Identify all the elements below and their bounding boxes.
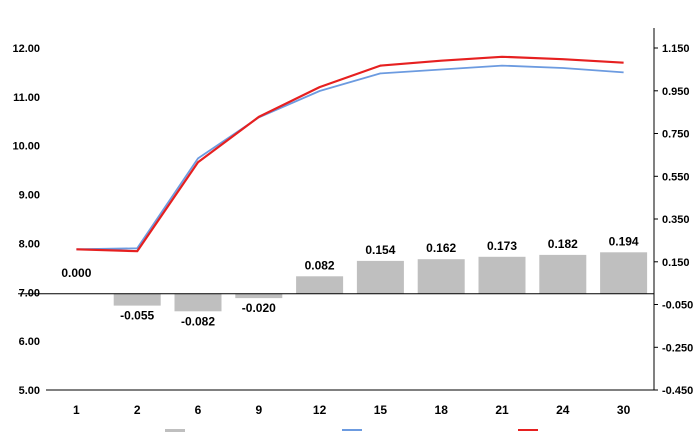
left-tick-label: 12.00	[12, 43, 40, 55]
x-tick-label: 15	[374, 403, 388, 417]
bar-series	[113, 252, 648, 312]
x-tick-label: 9	[255, 403, 262, 417]
legend-swatch-2	[342, 429, 362, 431]
x-tick-label: 2	[134, 403, 141, 417]
left-tick-label: 9.00	[19, 190, 40, 202]
x-tick-label: 12	[313, 403, 327, 417]
right-tick-label: 0.750	[662, 129, 690, 141]
right-tick-label: 0.950	[662, 86, 690, 98]
bar-12	[296, 276, 344, 294]
data-labels: 0.000 -0.055 -0.082 -0.020 0.082 0.154 0.162 0.…	[61, 234, 639, 328]
right-tick-label: -0.050	[662, 300, 693, 312]
x-tick-label: 6	[195, 403, 202, 417]
bar-data-label: 0.173	[487, 239, 517, 253]
bar-data-label: -0.082	[181, 314, 215, 328]
legend-swatch-1	[165, 429, 185, 432]
bar-data-label: -0.020	[242, 301, 276, 315]
bar-15	[356, 260, 404, 294]
line-series-2	[76, 55, 624, 253]
x-tick-label: 18	[435, 403, 449, 417]
right-tick-label: -0.450	[662, 385, 693, 397]
right-tick-label: 0.350	[662, 214, 690, 226]
bar-9	[235, 293, 283, 299]
bar-data-label: 0.162	[426, 241, 456, 255]
legend-swatch-3	[518, 429, 538, 431]
left-tick-label: 6.00	[19, 336, 40, 348]
x-tick-label: 21	[495, 403, 509, 417]
left-tick-label: 11.00	[13, 92, 40, 104]
bar-data-label: 0.182	[548, 237, 578, 251]
right-tick-label: -0.250	[662, 342, 693, 354]
right-tick-label: 1.150	[662, 43, 690, 55]
right-tick-label: 0.550	[662, 171, 690, 183]
bar-21	[478, 256, 526, 294]
x-tick-label: 30	[617, 403, 631, 417]
bar-2	[113, 293, 161, 306]
x-tick-label: 24	[556, 403, 570, 417]
line-series-group	[76, 55, 624, 253]
bar-data-label: 0.194	[609, 234, 639, 248]
bar-data-label: 0.000	[61, 266, 91, 280]
bar-data-label: 0.082	[305, 258, 335, 272]
left-tick-label: 10.00	[12, 141, 40, 153]
bar-data-label: 0.154	[365, 243, 395, 257]
bar-30	[600, 252, 648, 294]
left-tick-label: 5.00	[19, 385, 40, 397]
left-tick-label: 8.00	[19, 238, 40, 250]
left-tick-label: 7.00	[19, 287, 40, 299]
axes: 5.00 6.00 7.00 8.00 9.00 10.00 11.00 12.00 -0.45…	[12, 28, 693, 417]
legend	[165, 429, 538, 432]
x-tick-label: 1	[73, 403, 80, 417]
bar-18	[417, 259, 465, 294]
bar-6	[174, 293, 222, 312]
bar-data-label: -0.055	[120, 309, 154, 323]
line-series-1	[76, 64, 624, 251]
right-tick-label: 0.150	[662, 257, 690, 269]
bar-24	[539, 254, 587, 294]
